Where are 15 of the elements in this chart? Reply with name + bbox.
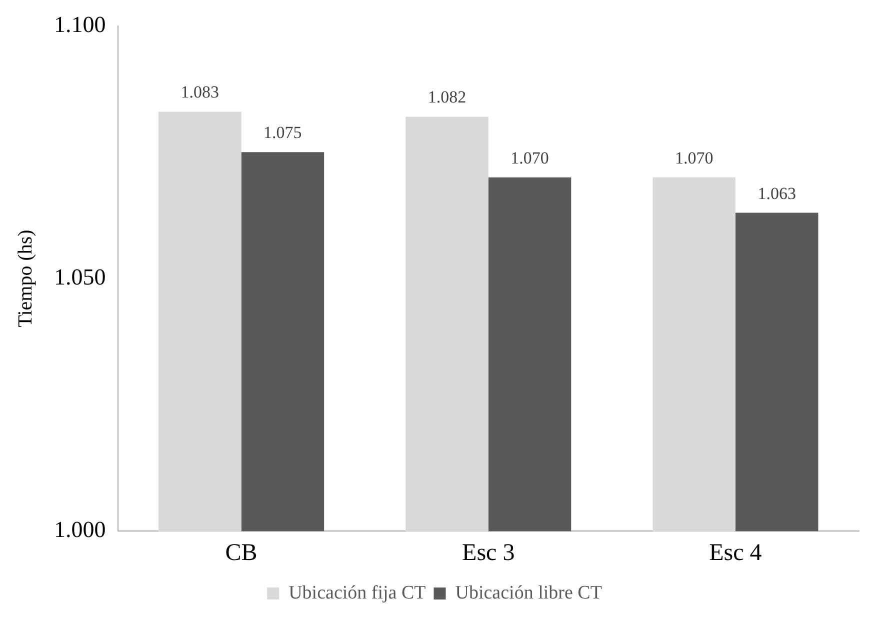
x-tick-label: Esc 3 (462, 540, 515, 566)
legend-label: Ubicación fija CT (288, 582, 426, 604)
data-label: 1.082 (428, 88, 466, 107)
data-label: 1.083 (180, 82, 220, 102)
x-tick-label: CB (225, 540, 258, 566)
data-label: 1.070 (674, 148, 714, 168)
y-tick-label: 1.000 (54, 517, 106, 542)
data-label: 1.075 (264, 123, 302, 142)
y-tick-label: 1.050 (54, 264, 106, 290)
legend-label: Ubicación libre CT (455, 582, 602, 604)
y-tick-label: 1.100 (54, 12, 106, 37)
data-label: 1.070 (510, 148, 549, 168)
x-tick-label: Esc 4 (709, 540, 762, 566)
data-label: 1.063 (758, 184, 796, 203)
y-axis-title: Tiempo (hs) (14, 230, 36, 328)
